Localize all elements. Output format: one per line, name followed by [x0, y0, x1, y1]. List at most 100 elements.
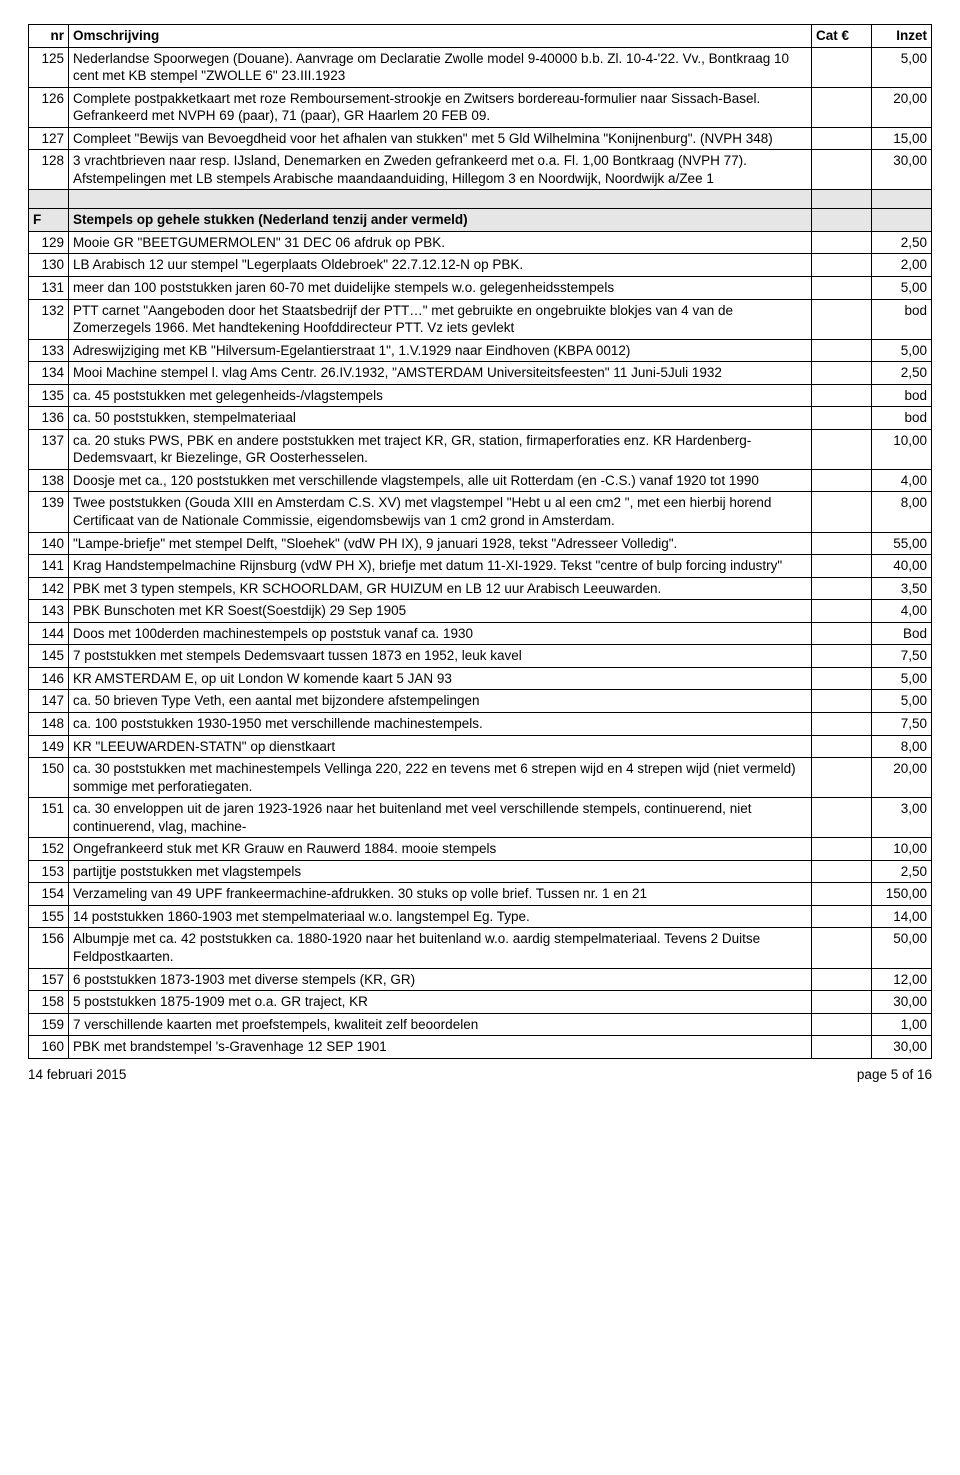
cell-inzet: 15,00: [872, 127, 932, 150]
cell-cat: [812, 1013, 872, 1036]
table-row: 141Krag Handstempelmachine Rijnsburg (vd…: [29, 555, 932, 578]
cell-inzet: 8,00: [872, 492, 932, 532]
cell-inzet: 14,00: [872, 905, 932, 928]
cell-desc: ca. 30 enveloppen uit de jaren 1923-1926…: [69, 798, 812, 838]
table-row: 132PTT carnet "Aangeboden door het Staat…: [29, 299, 932, 339]
cell-nr: 138: [29, 469, 69, 492]
cell-nr: 132: [29, 299, 69, 339]
cell-nr: 142: [29, 577, 69, 600]
cell-cat: [812, 87, 872, 127]
table-row: 150ca. 30 poststukken met machinestempel…: [29, 758, 932, 798]
cell-inzet: 150,00: [872, 883, 932, 906]
cell-desc: Verzameling van 49 UPF frankeermachine-a…: [69, 883, 812, 906]
cell-desc: 7 verschillende kaarten met proefstempel…: [69, 1013, 812, 1036]
cell-cat: [812, 905, 872, 928]
cell-desc: KR AMSTERDAM E, op uit London W komende …: [69, 667, 812, 690]
cell-desc: PTT carnet "Aangeboden door het Staatsbe…: [69, 299, 812, 339]
table-row: 146KR AMSTERDAM E, op uit London W komen…: [29, 667, 932, 690]
cell-inzet: 40,00: [872, 555, 932, 578]
cell-inzet: 55,00: [872, 532, 932, 555]
cell-nr: 144: [29, 622, 69, 645]
table-row: 140"Lampe-briefje" met stempel Delft, "S…: [29, 532, 932, 555]
table-row: 136ca. 50 poststukken, stempelmateriaalb…: [29, 407, 932, 430]
cell-cat: [812, 1036, 872, 1059]
cell-inzet: 2,00: [872, 254, 932, 277]
cell-desc: partijtje poststukken met vlagstempels: [69, 860, 812, 883]
cell-nr: 146: [29, 667, 69, 690]
cell-desc: Albumpje met ca. 42 poststukken ca. 1880…: [69, 928, 812, 968]
cell-desc: ca. 45 poststukken met gelegenheids-/vla…: [69, 384, 812, 407]
cell-cat: [812, 339, 872, 362]
cell-nr: 140: [29, 532, 69, 555]
cell-cat: [812, 254, 872, 277]
cell-desc: Adreswijziging met KB "Hilversum-Egelant…: [69, 339, 812, 362]
cell-cat: [812, 838, 872, 861]
table-row: 130LB Arabisch 12 uur stempel "Legerplaa…: [29, 254, 932, 277]
cell-cat: [812, 231, 872, 254]
cell-inzet: 20,00: [872, 758, 932, 798]
table-row: 149KR "LEEUWARDEN-STATN" op dienstkaart8…: [29, 735, 932, 758]
cell-cat: [812, 758, 872, 798]
footer-page: page 5 of 16: [857, 1067, 932, 1082]
table-row: 1576 poststukken 1873-1903 met diverse s…: [29, 968, 932, 991]
table-row: 129Mooie GR "BEETGUMERMOLEN" 31 DEC 06 a…: [29, 231, 932, 254]
table-row: 153partijtje poststukken met vlagstempel…: [29, 860, 932, 883]
cell-nr: 127: [29, 127, 69, 150]
cell-cat: [812, 429, 872, 469]
table-row: 133Adreswijziging met KB "Hilversum-Egel…: [29, 339, 932, 362]
cell-cat: [812, 362, 872, 385]
cell-nr: 143: [29, 600, 69, 623]
cell-cat: [812, 532, 872, 555]
cell-cat: [812, 735, 872, 758]
cell-cat: [812, 555, 872, 578]
table-row: 154Verzameling van 49 UPF frankeermachin…: [29, 883, 932, 906]
cell-inzet: bod: [872, 407, 932, 430]
cell-inzet: 5,00: [872, 277, 932, 300]
cell-nr: 135: [29, 384, 69, 407]
cell-nr: 137: [29, 429, 69, 469]
cell-cat: [812, 600, 872, 623]
table-row: 131meer dan 100 poststukken jaren 60-70 …: [29, 277, 932, 300]
table-row: 126Complete postpakketkaart met roze Rem…: [29, 87, 932, 127]
col-desc: Omschrijving: [69, 25, 812, 48]
cell-nr: 157: [29, 968, 69, 991]
cell-desc: 7 poststukken met stempels Dedemsvaart t…: [69, 645, 812, 668]
cell-nr: 158: [29, 991, 69, 1014]
cell-nr: 148: [29, 712, 69, 735]
cell-nr: 126: [29, 87, 69, 127]
cell-nr: 139: [29, 492, 69, 532]
cell-desc: ca. 50 poststukken, stempelmateriaal: [69, 407, 812, 430]
cell-cat: [812, 860, 872, 883]
table-row: 152Ongefrankeerd stuk met KR Grauw en Ra…: [29, 838, 932, 861]
cell-nr: 130: [29, 254, 69, 277]
cell-inzet: bod: [872, 299, 932, 339]
cell-cat: [812, 150, 872, 190]
cell-inzet: 5,00: [872, 690, 932, 713]
cell-inzet: 4,00: [872, 469, 932, 492]
cell-nr: 156: [29, 928, 69, 968]
cell-inzet: bod: [872, 384, 932, 407]
cell-inzet: 4,00: [872, 600, 932, 623]
cell-desc: Compleet "Bewijs van Bevoegdheid voor he…: [69, 127, 812, 150]
cell-inzet: 10,00: [872, 838, 932, 861]
cell-inzet: 30,00: [872, 1036, 932, 1059]
cell-cat: [812, 47, 872, 87]
cell-cat: [812, 667, 872, 690]
cell-inzet: 12,00: [872, 968, 932, 991]
cell-nr: 128: [29, 150, 69, 190]
cell-nr: 134: [29, 362, 69, 385]
cell-nr: 154: [29, 883, 69, 906]
cell-nr: 160: [29, 1036, 69, 1059]
cell-desc: Doosje met ca., 120 poststukken met vers…: [69, 469, 812, 492]
cell-cat: [812, 299, 872, 339]
table-row: 125Nederlandse Spoorwegen (Douane). Aanv…: [29, 47, 932, 87]
cell-cat: [812, 277, 872, 300]
lot-table: nr Omschrijving Cat € Inzet 125Nederland…: [28, 24, 932, 1059]
cell-desc: ca. 50 brieven Type Veth, een aantal met…: [69, 690, 812, 713]
cell-inzet: 5,00: [872, 47, 932, 87]
cell-desc: 5 poststukken 1875-1909 met o.a. GR traj…: [69, 991, 812, 1014]
cell-nr: 131: [29, 277, 69, 300]
cell-nr: 129: [29, 231, 69, 254]
cell-desc: Twee poststukken (Gouda XIII en Amsterda…: [69, 492, 812, 532]
cell-inzet: 7,50: [872, 645, 932, 668]
